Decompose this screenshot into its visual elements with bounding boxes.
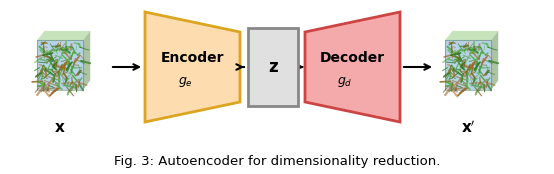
Text: $\mathbf{x'}$: $\mathbf{x'}$ xyxy=(460,120,475,136)
Polygon shape xyxy=(37,40,83,90)
Text: $g_d$: $g_d$ xyxy=(337,75,353,89)
Text: Decoder: Decoder xyxy=(320,51,384,65)
Text: $\mathbf{x}$: $\mathbf{x}$ xyxy=(54,121,66,136)
Polygon shape xyxy=(491,31,498,90)
Polygon shape xyxy=(305,12,400,122)
Text: Fig. 3: Autoencoder for dimensionality reduction.: Fig. 3: Autoencoder for dimensionality r… xyxy=(114,156,440,168)
Polygon shape xyxy=(37,31,90,40)
Text: z: z xyxy=(268,58,278,76)
Polygon shape xyxy=(83,31,90,90)
Polygon shape xyxy=(445,40,491,90)
Text: Encoder: Encoder xyxy=(160,51,224,65)
Polygon shape xyxy=(145,12,240,122)
Bar xyxy=(248,28,298,106)
Polygon shape xyxy=(445,31,498,40)
Text: $g_e$: $g_e$ xyxy=(177,75,192,89)
